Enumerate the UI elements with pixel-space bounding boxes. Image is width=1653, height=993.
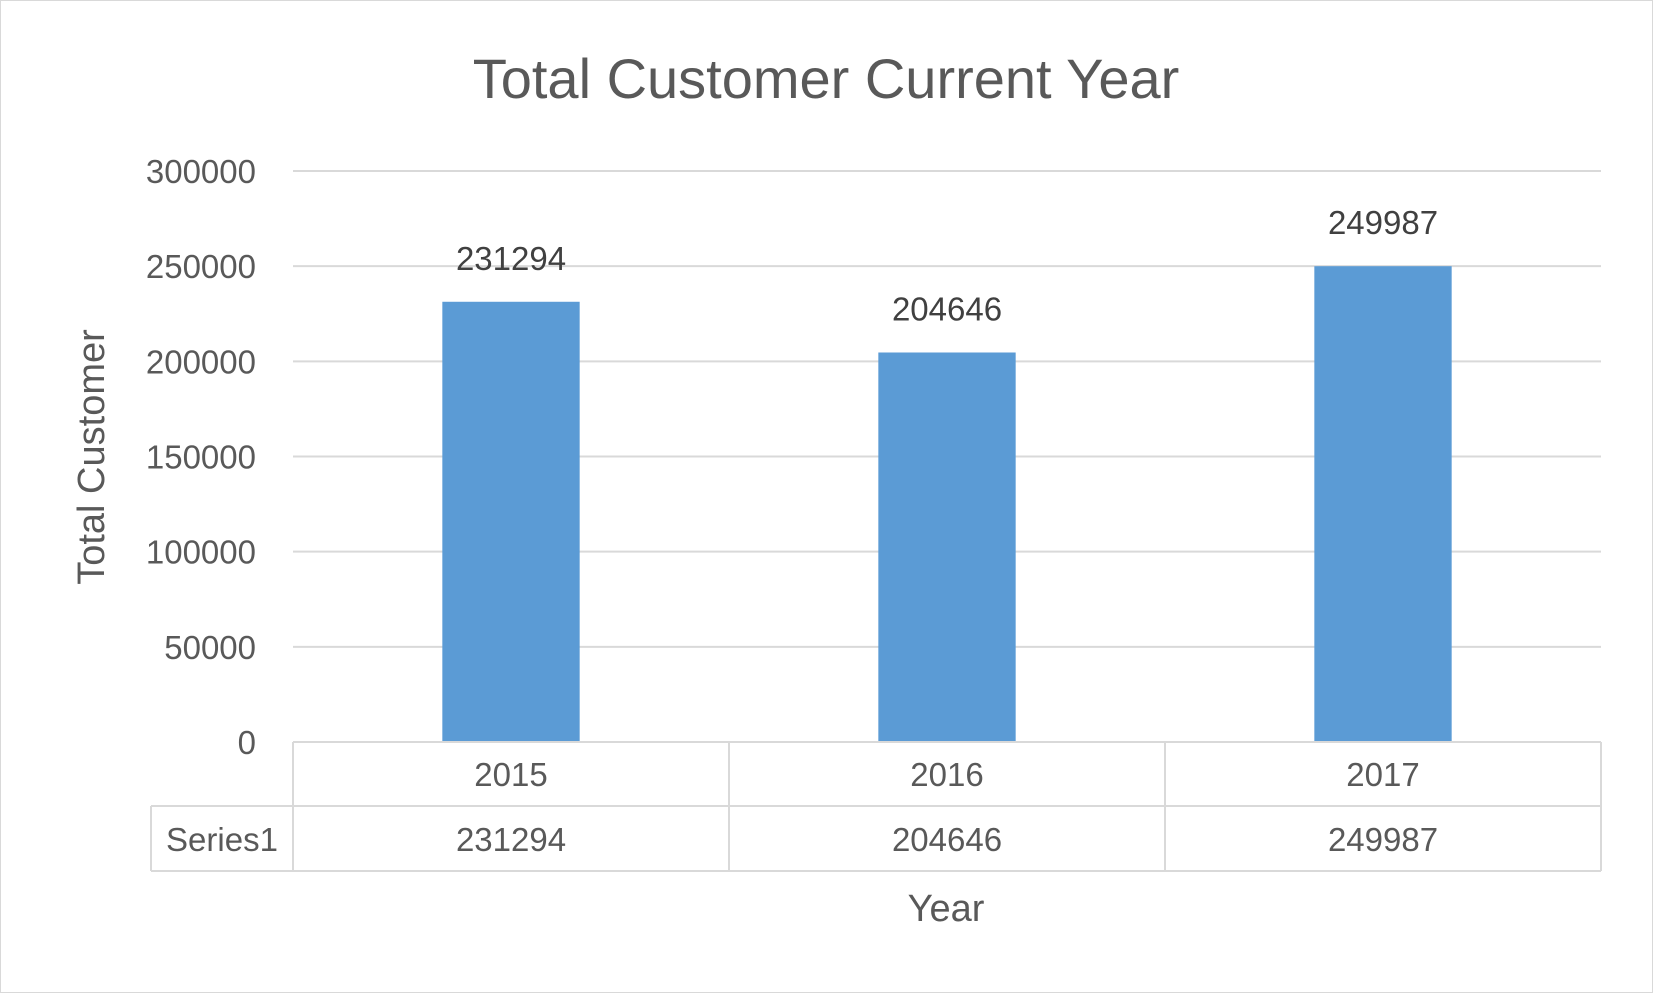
table-cell: 249987: [1328, 821, 1438, 858]
y-tick-label: 100000: [146, 534, 256, 571]
y-tick-label: 150000: [146, 439, 256, 476]
y-tick-label: 0: [238, 724, 256, 761]
y-axis-title: Total Customer: [71, 329, 113, 585]
data-table: 2015 231294 2016 204646 2017 249987 Series1: [151, 742, 1601, 871]
bar-2017: [1314, 266, 1451, 742]
x-category-label: 2016: [910, 756, 983, 793]
y-tick-label: 300000: [146, 153, 256, 190]
data-label-2017: 249987: [1328, 204, 1438, 241]
table-cell: 231294: [456, 821, 566, 858]
bar-2015: [442, 302, 579, 742]
x-category-label: 2017: [1346, 756, 1419, 793]
chart-title: Total Customer Current Year: [473, 47, 1180, 110]
data-label-2015: 231294: [456, 240, 566, 277]
table-row-label: Series1: [166, 821, 278, 858]
y-tick-label: 50000: [164, 629, 256, 666]
y-axis-ticks: 0 50000 100000 150000 200000 250000 300000: [146, 153, 256, 761]
bars: [442, 266, 1451, 742]
bar-2016: [878, 352, 1015, 742]
x-category-label: 2015: [474, 756, 547, 793]
x-axis-title: Year: [908, 888, 985, 930]
y-tick-label: 250000: [146, 248, 256, 285]
data-label-2016: 204646: [892, 290, 1002, 327]
y-tick-label: 200000: [146, 343, 256, 380]
table-cell: 204646: [892, 821, 1002, 858]
